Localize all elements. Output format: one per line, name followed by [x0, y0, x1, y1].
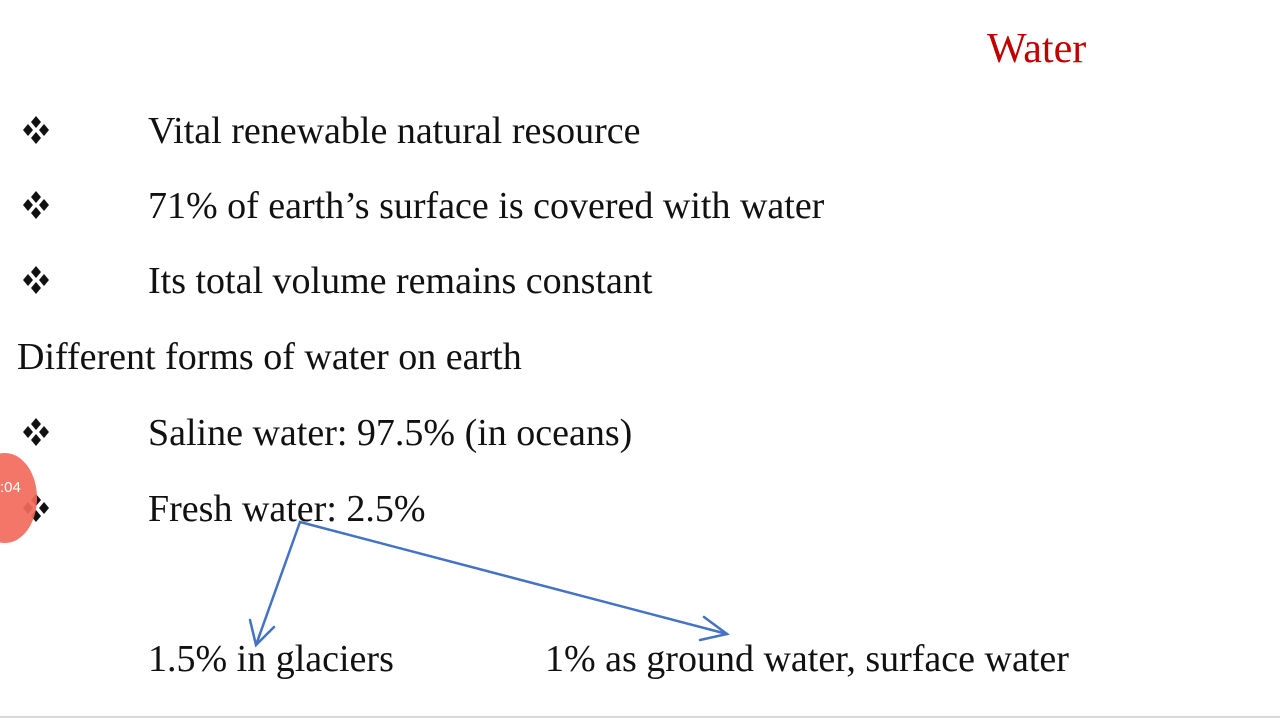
split-text: 1% as ground water, surface water [545, 638, 1069, 680]
bullet-text: Its total volume remains constant [148, 260, 653, 302]
bullet-text: Fresh water: 2.5% [148, 488, 426, 530]
timer-text: :04 [0, 479, 21, 496]
slide-title: Water [987, 26, 1087, 72]
bullet-text: Vital renewable natural resource [148, 110, 641, 152]
divider [0, 716, 1280, 718]
bullet-text: Saline water: 97.5% (in oceans) [148, 412, 633, 454]
split-text: 1.5% in glaciers [148, 638, 394, 680]
bullet-text: 71% of earth’s surface is covered with w… [148, 185, 825, 227]
section-heading: Different forms of water on earth [17, 336, 522, 378]
